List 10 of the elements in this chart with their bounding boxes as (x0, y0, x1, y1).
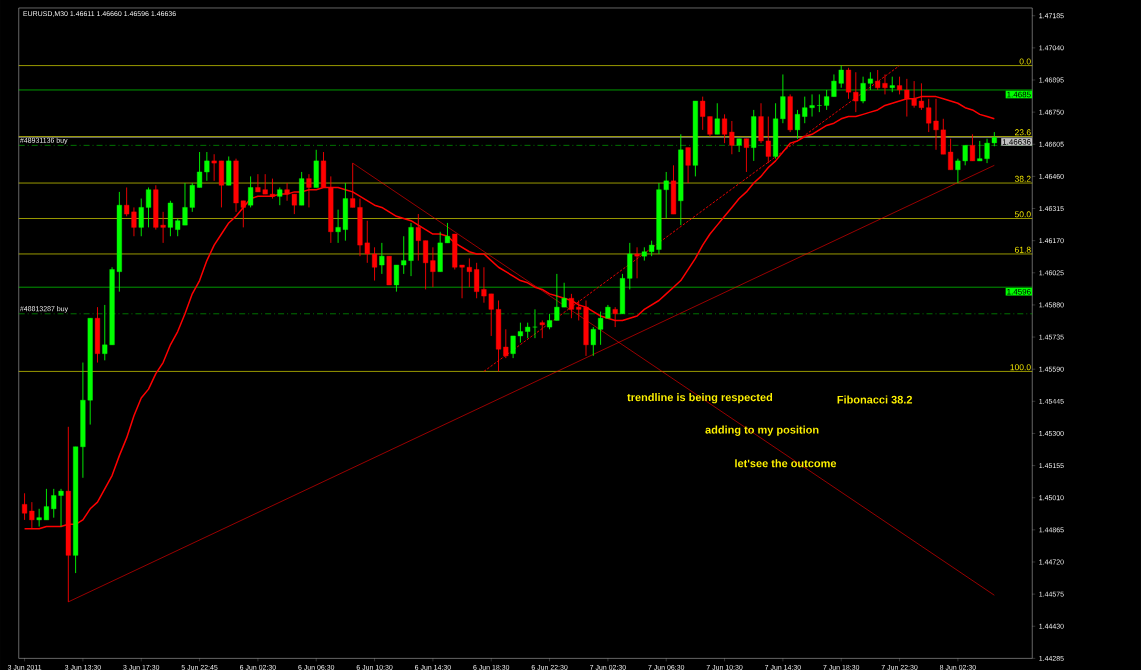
annotation: 23.6 (1014, 129, 1031, 136)
annotation: 38.2 (1014, 175, 1031, 182)
annotation: 61.8 (1014, 246, 1031, 253)
annotation: trendline is being respected (627, 392, 773, 404)
annotation: 100.0 (1010, 364, 1031, 371)
annotation: let'see the outcome (735, 459, 837, 468)
annotation: Fibonacci 38.2 (837, 395, 913, 404)
annotation: 0.0 (1019, 58, 1031, 65)
annotation: adding to my position (705, 425, 819, 436)
annotation: 50.0 (1014, 211, 1031, 218)
